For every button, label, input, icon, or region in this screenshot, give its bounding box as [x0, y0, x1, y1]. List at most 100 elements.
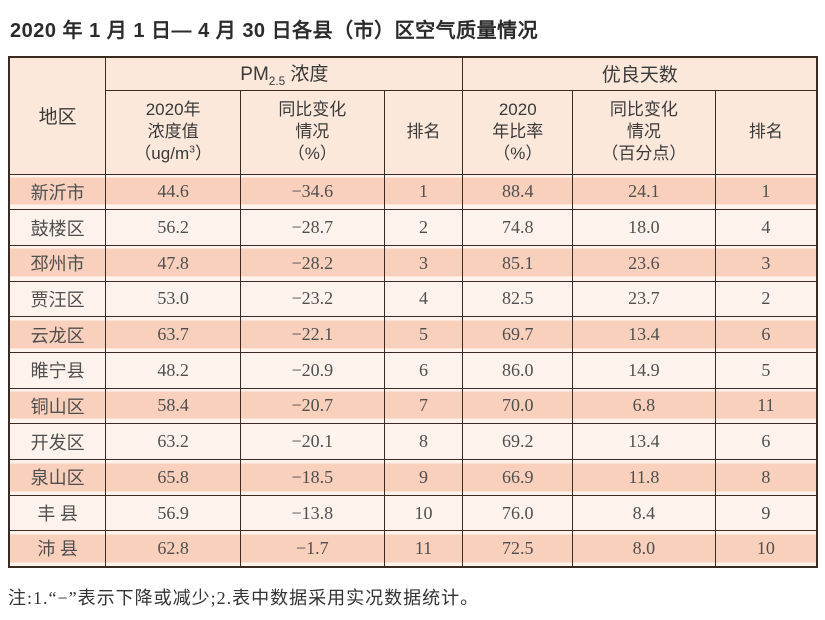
cell-pm-rank: 7: [383, 387, 464, 425]
cell-pm-change: −34.6: [239, 173, 385, 211]
table-row: 贾汪区 53.0 −23.2 4 82.5 23.7 2: [8, 280, 818, 318]
pm-value-unit-sup: 3: [189, 143, 195, 156]
cell-pm-value: 63.2: [105, 423, 241, 460]
cell-region: 新沂市: [8, 173, 107, 211]
cell-pm-rank: 5: [383, 316, 464, 353]
cell-region: 邳州市: [8, 244, 107, 282]
col-group-pm25: PM2.5 浓度: [105, 56, 464, 91]
footnote: 注:1.“−”表示下降或减少;2.表中数据采用实况数据统计。: [8, 587, 480, 608]
cell-good-rank: 5: [714, 351, 818, 389]
cell-pm-value: 48.2: [105, 351, 241, 389]
table-row: 新沂市 44.6 −34.6 1 88.4 24.1 1: [8, 173, 818, 211]
cell-pm-rank: 8: [383, 423, 464, 460]
good-rate-line2: 年比率: [492, 122, 544, 142]
cell-good-rate: 86.0: [462, 351, 574, 389]
col-header-good-change: 同比变化 情况 （百分点）: [572, 89, 716, 175]
cell-region: 丰 县: [8, 494, 107, 532]
cell-good-rate: 82.5: [462, 280, 574, 318]
cell-good-rank: 11: [714, 387, 818, 425]
pm-value-unit-pre: （ug/m: [134, 143, 190, 163]
col-header-pm-change: 同比变化 情况 （%）: [239, 89, 385, 175]
cell-pm-value: 62.8: [105, 530, 241, 568]
col-header-pm-value: 2020年 浓度值 （ug/m3）: [105, 89, 241, 175]
cell-pm-change: −28.2: [239, 244, 385, 282]
cell-good-rate: 72.5: [462, 530, 574, 568]
cell-good-rate: 69.2: [462, 423, 574, 460]
cell-good-change: 18.0: [572, 209, 716, 246]
cell-pm-value: 63.7: [105, 316, 241, 353]
cell-pm-rank: 10: [383, 494, 464, 532]
cell-good-change: 13.4: [572, 423, 716, 460]
cell-pm-value: 44.6: [105, 173, 241, 211]
table-row: 云龙区 63.7 −22.1 5 69.7 13.4 6: [8, 316, 818, 353]
cell-good-rank: 10: [714, 530, 818, 568]
good-change-line1: 同比变化: [609, 100, 678, 120]
cell-region: 开发区: [8, 423, 107, 460]
col-header-region: 地区: [8, 56, 107, 175]
cell-region: 泉山区: [8, 459, 107, 496]
table-row: 邳州市 47.8 −28.2 3 85.1 23.6 3: [8, 244, 818, 282]
cell-pm-change: −1.7: [239, 530, 385, 568]
pm25-label-subscript: 2.5: [268, 75, 286, 89]
cell-good-change: 23.7: [572, 280, 716, 318]
col-header-good-rate: 2020 年比率 （%）: [462, 89, 574, 175]
cell-good-change: 13.4: [572, 316, 716, 353]
cell-pm-rank: 11: [383, 530, 464, 568]
cell-pm-change: −28.7: [239, 209, 385, 246]
cell-pm-rank: 2: [383, 209, 464, 246]
cell-good-change: 14.9: [572, 351, 716, 389]
cell-good-rank: 3: [714, 244, 818, 282]
table-row: 泉山区 65.8 −18.5 9 66.9 11.8 8: [8, 459, 818, 496]
cell-good-rank: 2: [714, 280, 818, 318]
table-header: 地区 PM2.5 浓度 优良天数 2020年 浓度值 （ug/m3） 同比变化 …: [8, 56, 818, 175]
table-body: 新沂市 44.6 −34.6 1 88.4 24.1 1 鼓楼区 56.2 −2…: [8, 173, 818, 568]
cell-region: 铜山区: [8, 387, 107, 425]
cell-good-change: 24.1: [572, 173, 716, 211]
pm-value-line2: 浓度值: [147, 122, 199, 142]
pm-change-line2: 情况: [295, 122, 330, 142]
cell-good-rate: 70.0: [462, 387, 574, 425]
cell-pm-change: −13.8: [239, 494, 385, 532]
cell-region: 鼓楼区: [8, 209, 107, 246]
cell-good-change: 11.8: [572, 459, 716, 496]
cell-good-change: 23.6: [572, 244, 716, 282]
cell-good-rate: 66.9: [462, 459, 574, 496]
cell-good-rank: 1: [714, 173, 818, 211]
cell-good-rank: 9: [714, 494, 818, 532]
cell-good-rate: 74.8: [462, 209, 574, 246]
cell-good-rate: 69.7: [462, 316, 574, 353]
cell-good-change: 8.0: [572, 530, 716, 568]
cell-pm-rank: 4: [383, 280, 464, 318]
cell-pm-value: 58.4: [105, 387, 241, 425]
col-header-good-rank: 排名: [714, 89, 818, 175]
cell-region: 云龙区: [8, 316, 107, 353]
cell-good-rate: 85.1: [462, 244, 574, 282]
cell-good-change: 6.8: [572, 387, 716, 425]
col-group-good-days: 优良天数: [462, 56, 818, 91]
cell-good-rank: 4: [714, 209, 818, 246]
header-group-row: 地区 PM2.5 浓度 优良天数: [8, 56, 818, 175]
cell-good-rank: 6: [714, 316, 818, 353]
cell-pm-rank: 6: [383, 351, 464, 389]
pm25-label-suffix: 浓度: [285, 64, 329, 86]
good-change-line3: （百分点）: [601, 143, 687, 163]
pm-value-line1: 2020年: [145, 100, 201, 120]
table-row: 铜山区 58.4 −20.7 7 70.0 6.8 11: [8, 387, 818, 425]
cell-pm-change: −22.1: [239, 316, 385, 353]
col-header-pm-rank: 排名: [383, 89, 464, 175]
header-sub-row: 2020年 浓度值 （ug/m3） 同比变化 情况 （%） 排名 2020 年比…: [9, 89, 818, 175]
cell-pm-value: 53.0: [105, 280, 241, 318]
good-rate-line3: （%）: [493, 143, 543, 163]
cell-pm-value: 47.8: [105, 244, 241, 282]
pm25-label-prefix: PM: [240, 64, 269, 86]
cell-good-rate: 88.4: [462, 173, 574, 211]
cell-region: 沛 县: [8, 530, 107, 568]
air-quality-table: 地区 PM2.5 浓度 优良天数 2020年 浓度值 （ug/m3） 同比变化 …: [8, 56, 818, 568]
pm-change-line1: 同比变化: [278, 100, 347, 120]
cell-pm-value: 56.9: [105, 494, 241, 532]
cell-pm-rank: 1: [383, 173, 464, 211]
cell-pm-rank: 3: [383, 244, 464, 282]
cell-pm-value: 65.8: [105, 459, 241, 496]
cell-pm-change: −20.7: [239, 387, 385, 425]
